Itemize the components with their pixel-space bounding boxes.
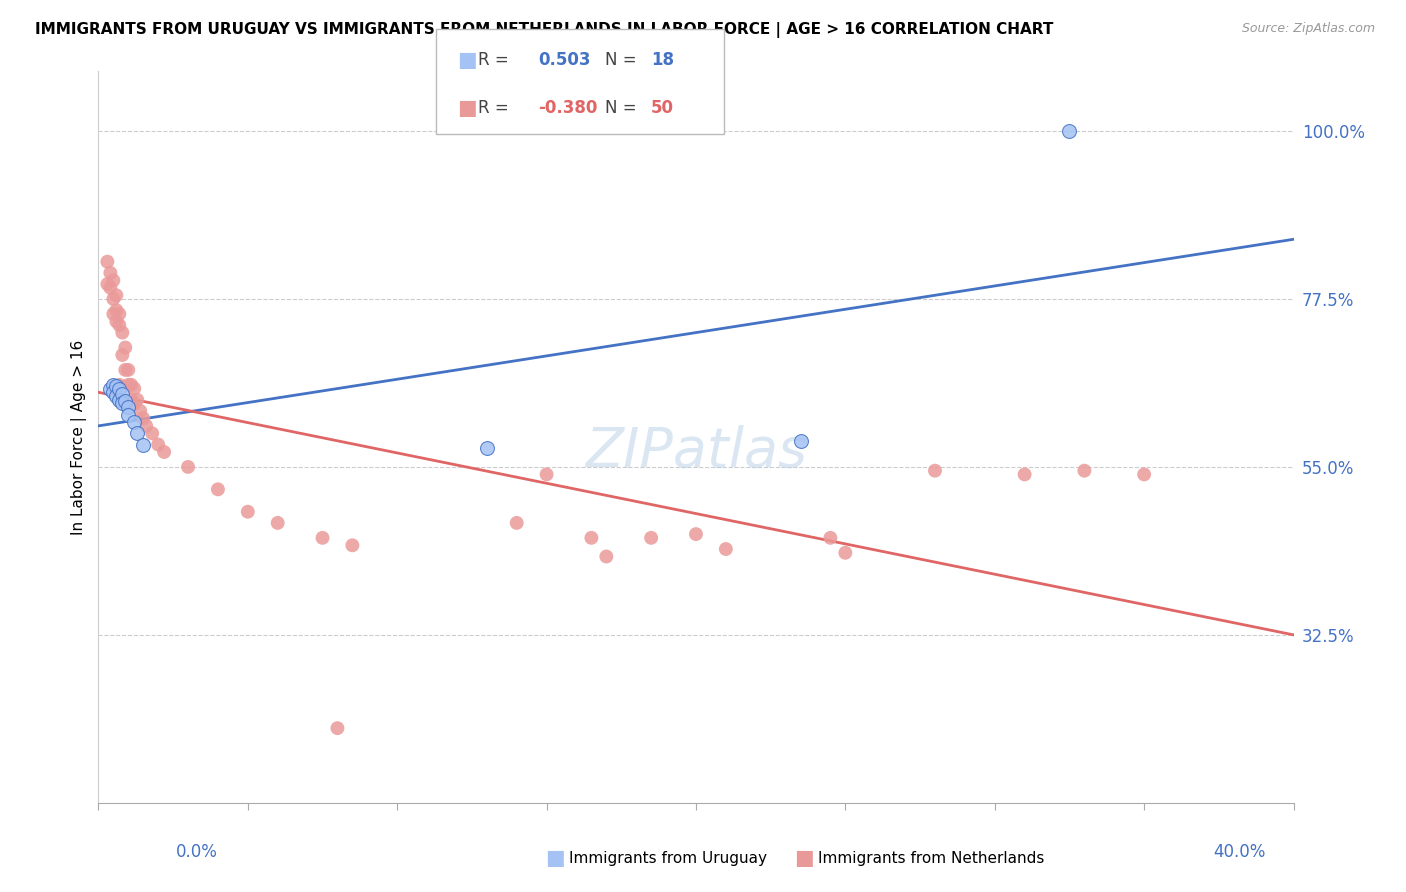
Text: R =: R =: [478, 51, 515, 69]
Point: [789, 434, 811, 448]
Point: [96, 277, 118, 291]
Point: [1133, 467, 1156, 482]
Text: Source: ZipAtlas.com: Source: ZipAtlas.com: [1241, 22, 1375, 36]
Point: [120, 392, 142, 407]
Point: [506, 516, 529, 530]
Point: [108, 377, 131, 392]
Text: N =: N =: [605, 99, 641, 117]
Point: [108, 307, 131, 321]
Text: Immigrants from Netherlands: Immigrants from Netherlands: [818, 851, 1045, 865]
Point: [714, 542, 737, 557]
Text: N =: N =: [605, 51, 641, 69]
Text: ■: ■: [546, 848, 565, 868]
Text: IMMIGRANTS FROM URUGUAY VS IMMIGRANTS FROM NETHERLANDS IN LABOR FORCE | AGE > 16: IMMIGRANTS FROM URUGUAY VS IMMIGRANTS FR…: [35, 22, 1053, 38]
Point: [475, 442, 498, 456]
Point: [124, 396, 146, 410]
Point: [1014, 467, 1036, 482]
Text: -0.380: -0.380: [538, 99, 598, 117]
Point: [114, 341, 136, 355]
Text: R =: R =: [478, 99, 515, 117]
Point: [342, 538, 364, 552]
Point: [103, 292, 125, 306]
Point: [326, 721, 349, 735]
Point: [536, 467, 558, 482]
Point: [117, 401, 139, 415]
Point: [581, 531, 603, 545]
Point: [108, 382, 131, 396]
Text: 18: 18: [651, 51, 673, 69]
Point: [820, 531, 842, 545]
Point: [236, 505, 259, 519]
Point: [105, 303, 128, 318]
Point: [135, 418, 157, 433]
Point: [129, 404, 152, 418]
Point: [114, 394, 136, 409]
Point: [311, 531, 333, 545]
Point: [111, 326, 134, 340]
Point: [117, 363, 139, 377]
Point: [924, 464, 946, 478]
Point: [103, 307, 125, 321]
Point: [834, 546, 856, 560]
Point: [111, 348, 134, 362]
Text: 0.503: 0.503: [538, 51, 591, 69]
Point: [105, 314, 128, 328]
Text: ■: ■: [457, 98, 477, 118]
Point: [127, 426, 149, 441]
Point: [153, 445, 176, 459]
Point: [111, 396, 134, 410]
Point: [1073, 464, 1095, 478]
Point: [117, 377, 139, 392]
Point: [98, 266, 122, 280]
Point: [111, 386, 134, 401]
Point: [103, 385, 125, 400]
Point: [105, 389, 128, 403]
Point: [207, 483, 229, 497]
Point: [132, 437, 155, 451]
Point: [98, 382, 122, 396]
Point: [124, 382, 146, 396]
Text: ■: ■: [794, 848, 814, 868]
Point: [141, 426, 163, 441]
Text: 0.0%: 0.0%: [176, 843, 218, 861]
Point: [117, 408, 139, 422]
Text: ■: ■: [457, 50, 477, 70]
Text: 50: 50: [651, 99, 673, 117]
Point: [108, 318, 131, 332]
Point: [120, 377, 142, 392]
Point: [267, 516, 290, 530]
Y-axis label: In Labor Force | Age > 16: In Labor Force | Age > 16: [72, 340, 87, 534]
Point: [96, 254, 118, 268]
Point: [132, 411, 155, 425]
Point: [98, 281, 122, 295]
Point: [105, 379, 128, 393]
Point: [103, 377, 125, 392]
Point: [108, 392, 131, 407]
Text: Immigrants from Uruguay: Immigrants from Uruguay: [569, 851, 768, 865]
Point: [105, 288, 128, 302]
Point: [124, 415, 146, 429]
Point: [640, 531, 662, 545]
Point: [114, 363, 136, 377]
Point: [127, 392, 149, 407]
Text: 40.0%: 40.0%: [1213, 843, 1265, 861]
Text: ZIPatlas: ZIPatlas: [585, 425, 807, 478]
Point: [685, 527, 707, 541]
Point: [177, 459, 200, 474]
Point: [595, 549, 617, 564]
Point: [1059, 124, 1081, 138]
Point: [148, 437, 170, 451]
Point: [103, 273, 125, 287]
